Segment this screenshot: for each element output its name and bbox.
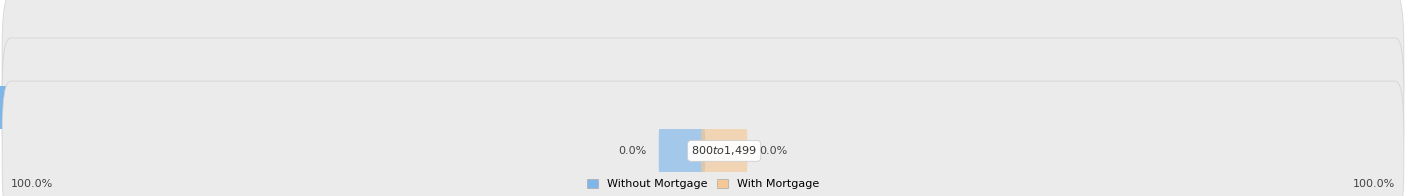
- FancyBboxPatch shape: [1, 0, 1403, 134]
- Text: 100.0%: 100.0%: [605, 103, 647, 113]
- FancyBboxPatch shape: [658, 39, 706, 91]
- Text: $800 to $1,499: $800 to $1,499: [692, 101, 756, 114]
- Text: 0.0%: 0.0%: [619, 60, 647, 70]
- Text: 0.0%: 0.0%: [759, 146, 787, 156]
- Text: 0.0%: 0.0%: [759, 60, 787, 70]
- FancyBboxPatch shape: [700, 82, 748, 134]
- FancyBboxPatch shape: [1, 38, 1403, 178]
- Text: $800 to $1,499: $800 to $1,499: [692, 144, 756, 157]
- Text: Source: ZipAtlas.com: Source: ZipAtlas.com: [1284, 19, 1395, 29]
- FancyBboxPatch shape: [700, 125, 748, 177]
- Text: 0.0%: 0.0%: [619, 146, 647, 156]
- FancyBboxPatch shape: [0, 71, 707, 144]
- FancyBboxPatch shape: [700, 39, 748, 91]
- Text: REAL ESTATE TAXES BY MORTGAGE STATUS IN ZIP CODE 37682: REAL ESTATE TAXES BY MORTGAGE STATUS IN …: [11, 17, 479, 30]
- Text: 0.0%: 0.0%: [759, 103, 787, 113]
- Legend: Without Mortgage, With Mortgage: Without Mortgage, With Mortgage: [582, 175, 824, 194]
- FancyBboxPatch shape: [658, 82, 706, 134]
- Text: 100.0%: 100.0%: [11, 179, 53, 189]
- FancyBboxPatch shape: [1, 81, 1403, 196]
- FancyBboxPatch shape: [658, 125, 706, 177]
- Text: 100.0%: 100.0%: [1353, 179, 1395, 189]
- Text: Less than $800: Less than $800: [682, 60, 766, 70]
